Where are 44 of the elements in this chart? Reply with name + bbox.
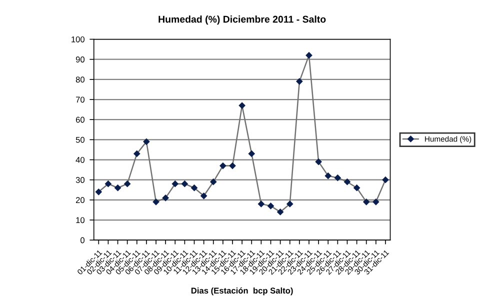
point bbox=[105, 180, 112, 188]
point bbox=[200, 192, 207, 200]
point bbox=[143, 138, 150, 145]
point bbox=[382, 176, 389, 183]
y-tick-label: 40 bbox=[76, 156, 85, 163]
y-tick-label: 10 bbox=[76, 217, 85, 224]
point bbox=[354, 184, 360, 192]
point bbox=[258, 200, 264, 208]
point bbox=[286, 200, 294, 208]
x-axis-title: Dias (Estación bcp Salto) bbox=[191, 287, 293, 296]
y-tick-label: 70 bbox=[76, 96, 85, 103]
point bbox=[324, 172, 332, 179]
point bbox=[124, 180, 130, 188]
y-tick-label: 80 bbox=[76, 76, 85, 83]
point bbox=[306, 52, 312, 58]
y-tick-label: 100 bbox=[72, 36, 85, 42]
point bbox=[296, 78, 303, 85]
point bbox=[191, 184, 198, 192]
point bbox=[268, 202, 274, 210]
point bbox=[229, 162, 236, 169]
point bbox=[344, 178, 350, 185]
y-tick-label: 60 bbox=[76, 116, 85, 123]
point bbox=[372, 198, 380, 206]
point bbox=[210, 178, 217, 185]
y-tick-label: 90 bbox=[76, 56, 85, 62]
point bbox=[334, 174, 341, 181]
point bbox=[315, 158, 322, 165]
point bbox=[95, 188, 102, 196]
point bbox=[182, 180, 188, 188]
chart-title: Humedad (%) Diciembre 2011 - Salto bbox=[158, 16, 326, 25]
point bbox=[277, 208, 284, 216]
y-tick-label: 20 bbox=[76, 197, 85, 204]
point bbox=[152, 198, 160, 206]
point bbox=[238, 102, 246, 109]
point bbox=[172, 180, 178, 188]
point bbox=[162, 194, 169, 202]
point bbox=[134, 150, 140, 157]
y-tick-label: 30 bbox=[76, 177, 85, 183]
point bbox=[114, 184, 121, 192]
point bbox=[220, 162, 226, 169]
point bbox=[248, 150, 255, 157]
y-tick-label: 50 bbox=[76, 136, 85, 143]
point bbox=[363, 198, 370, 206]
y-tick-label: 0 bbox=[80, 237, 85, 244]
